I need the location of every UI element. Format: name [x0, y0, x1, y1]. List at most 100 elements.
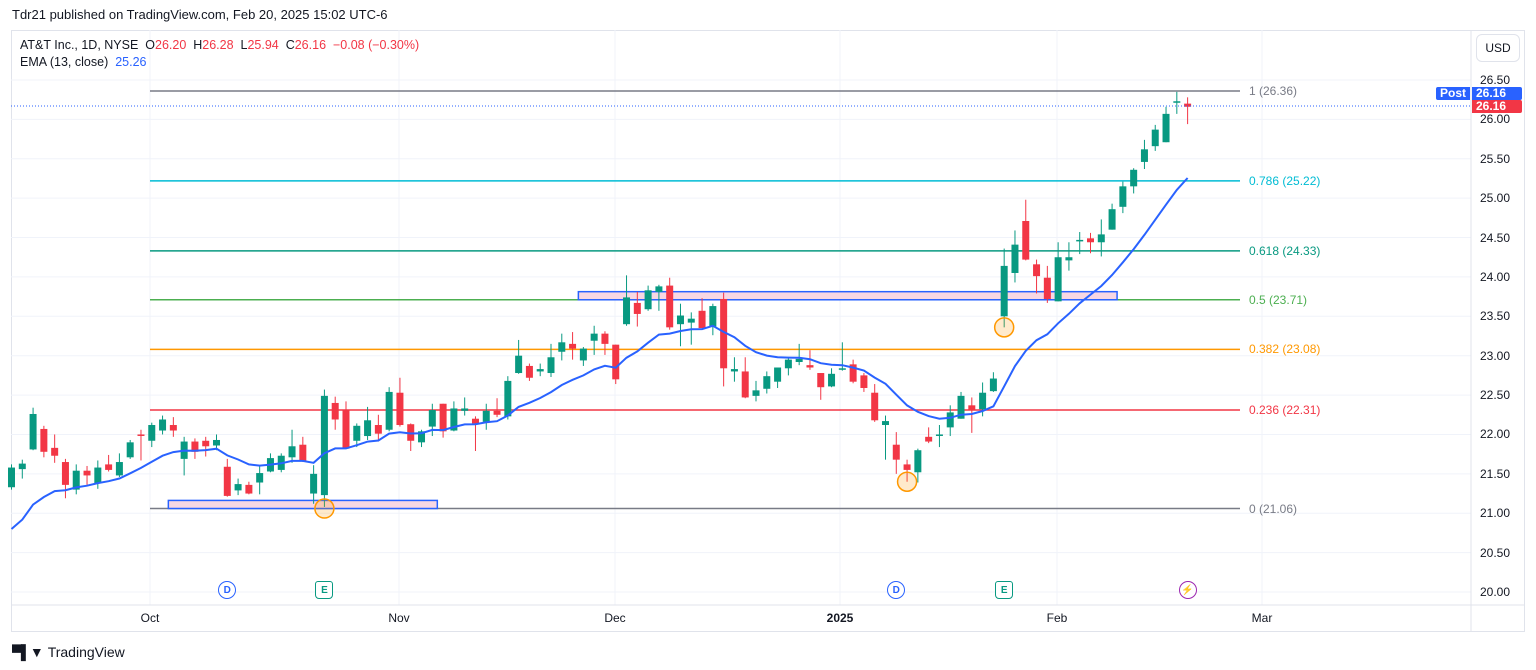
- candle-body: [828, 373, 836, 387]
- earnings-marker-icon[interactable]: E: [995, 581, 1014, 599]
- candle: [989, 372, 997, 392]
- candle-body: [191, 441, 199, 452]
- candle-body: [353, 425, 361, 441]
- candle-body: [169, 425, 177, 431]
- post-price-tag: 26.16: [1472, 87, 1522, 100]
- candle-body: [774, 367, 782, 382]
- candle: [569, 332, 577, 360]
- close-label: C: [285, 38, 295, 52]
- candle-body: [1076, 239, 1084, 242]
- candle: [169, 417, 177, 437]
- candle-body: [515, 355, 523, 374]
- candle-body: [709, 306, 717, 327]
- candle-body: [504, 380, 512, 417]
- currency-button[interactable]: USD: [1476, 34, 1520, 62]
- open-value: 26.20: [155, 38, 187, 52]
- price-tick: 23.50: [1480, 309, 1511, 324]
- candle: [256, 465, 264, 495]
- candle: [493, 398, 501, 418]
- candle-body: [676, 315, 684, 325]
- price-tick: 25.00: [1480, 191, 1511, 206]
- candle-body: [935, 434, 943, 436]
- candle: [396, 377, 404, 427]
- fib-label: 0.382 (23.08): [1249, 342, 1321, 357]
- candle-body: [223, 466, 231, 496]
- candle: [903, 459, 911, 482]
- candle-body: [8, 467, 15, 488]
- candle-body: [795, 358, 803, 362]
- time-tick: Dec: [604, 611, 626, 625]
- candle: [148, 422, 156, 448]
- candle-body: [1140, 149, 1148, 162]
- candle-body: [51, 447, 59, 456]
- candle-body: [299, 444, 307, 462]
- candle-body: [655, 286, 663, 292]
- high-value: 26.28: [202, 38, 234, 52]
- candle-body: [1087, 238, 1094, 243]
- candle: [720, 292, 728, 387]
- candle: [914, 448, 922, 483]
- candle: [579, 347, 587, 366]
- dividend-marker-icon[interactable]: D: [218, 581, 237, 599]
- candle-body: [61, 462, 69, 485]
- chart-frame: [11, 30, 1525, 632]
- candle: [342, 401, 350, 449]
- candle: [1076, 232, 1084, 255]
- candle-body: [407, 424, 415, 441]
- time-tick: Oct: [140, 611, 160, 625]
- earnings-marker-icon[interactable]: E: [315, 581, 334, 599]
- candle: [709, 303, 717, 336]
- ema-value: 25.26: [115, 55, 147, 69]
- candle-body: [418, 431, 426, 443]
- logo-icon: ▀▌▼: [12, 644, 44, 660]
- symbol-name[interactable]: AT&T Inc., 1D, NYSE: [20, 38, 139, 52]
- candle-body: [741, 371, 749, 398]
- candle: [504, 376, 512, 420]
- candle: [763, 371, 771, 394]
- candle: [288, 429, 296, 463]
- candle-body: [547, 357, 555, 374]
- close-value: 26.16: [294, 38, 327, 52]
- ema-legend[interactable]: EMA (13, close) 25.26: [20, 55, 146, 69]
- candle: [655, 284, 663, 311]
- low-value: 25.94: [247, 38, 279, 52]
- candle-body: [288, 446, 296, 458]
- dividend-marker-icon[interactable]: D: [887, 581, 906, 599]
- candle: [245, 481, 253, 495]
- candle: [968, 397, 976, 433]
- candle: [234, 478, 242, 496]
- open-label: O: [145, 38, 156, 52]
- candle-body: [234, 484, 242, 491]
- circles: [314, 317, 1015, 519]
- candle: [1184, 97, 1192, 125]
- candle-body: [763, 376, 771, 389]
- candle-body: [1097, 234, 1105, 243]
- candle: [18, 459, 26, 479]
- candle-body: [903, 464, 911, 470]
- candle: [849, 359, 857, 384]
- candle: [935, 425, 943, 448]
- lightning-marker-icon[interactable]: ⚡: [1178, 581, 1197, 599]
- candle: [266, 453, 274, 473]
- candle-body: [428, 410, 436, 427]
- price-tick: 21.50: [1480, 466, 1511, 481]
- candle-body: [1000, 265, 1008, 317]
- candle: [353, 423, 361, 448]
- candle: [180, 436, 188, 476]
- candle-body: [1173, 101, 1181, 103]
- price-tick: 26.50: [1480, 73, 1511, 87]
- candle: [364, 406, 372, 440]
- candle-body: [558, 342, 566, 352]
- fib-label: 0.236 (22.31): [1249, 403, 1321, 418]
- candle-body: [946, 412, 954, 428]
- candle: [784, 357, 792, 376]
- candle: [730, 357, 738, 382]
- candle-body: [633, 302, 641, 314]
- ohlc-legend: AT&T Inc., 1D, NYSE O26.20 H26.28 L25.94…: [20, 38, 419, 52]
- tradingview-logo[interactable]: ▀▌▼ TradingView: [12, 644, 125, 660]
- candle: [601, 331, 609, 355]
- candle: [946, 405, 954, 437]
- candle-body: [623, 297, 631, 325]
- candle-body: [612, 344, 620, 380]
